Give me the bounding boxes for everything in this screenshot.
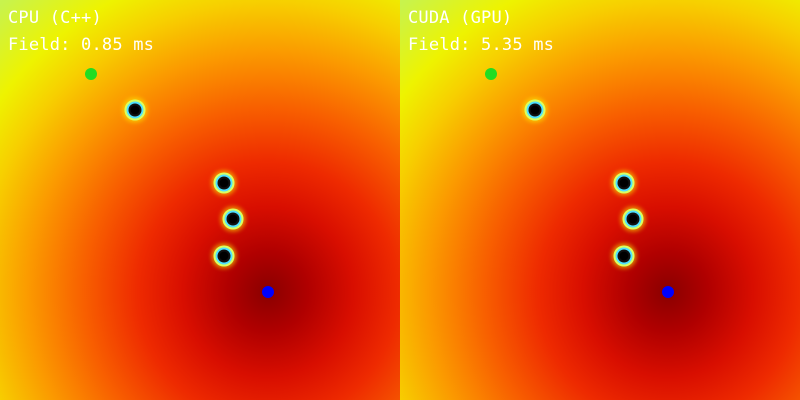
obstacle-marker	[619, 251, 629, 261]
obstacle-marker	[619, 178, 629, 188]
panel-title: CPU (C++)	[8, 8, 102, 28]
start-point-marker	[85, 68, 97, 80]
obstacle-marker	[628, 214, 638, 224]
gpu-panel: CUDA (GPU) Field: 5.35 ms	[400, 0, 800, 400]
obstacle-marker	[219, 178, 229, 188]
goal-point-marker	[262, 286, 274, 298]
goal-point-marker	[662, 286, 674, 298]
obstacle-marker	[219, 251, 229, 261]
obstacle-marker	[130, 105, 140, 115]
field-timing: Field: 0.85 ms	[8, 35, 155, 55]
panel-title: CUDA (GPU)	[408, 8, 513, 28]
cpu-panel: CPU (C++) Field: 0.85 ms	[0, 0, 400, 400]
field-timing: Field: 5.35 ms	[408, 35, 555, 55]
start-point-marker	[485, 68, 497, 80]
obstacle-marker	[228, 214, 238, 224]
obstacle-marker	[530, 105, 540, 115]
